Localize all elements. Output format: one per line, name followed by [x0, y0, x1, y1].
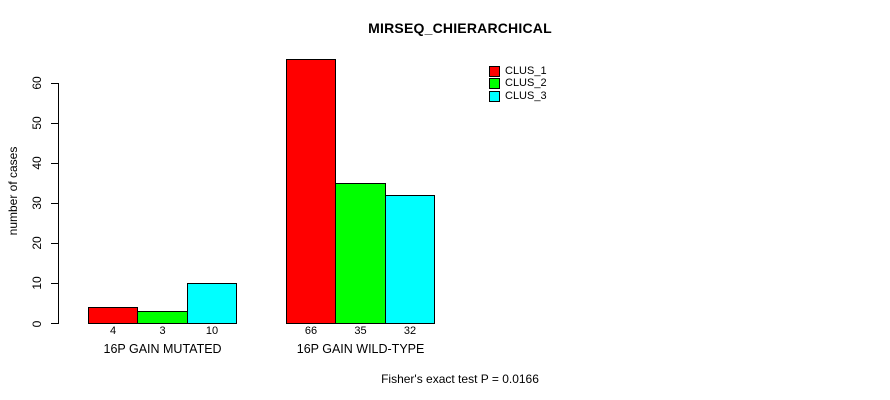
y-tick-mark: [51, 82, 58, 84]
y-tick-label: 60: [30, 76, 44, 90]
bar-value-label: 32: [403, 325, 417, 337]
bar-clus_1-1: [87, 307, 139, 324]
bar-clus_2-1: [137, 311, 188, 324]
chart-title: MIRSEQ_CHIERARCHICAL: [368, 20, 552, 36]
y-tick-mark: [51, 122, 58, 124]
legend-label: CLUS_3: [505, 89, 547, 102]
legend-item-clus_3: CLUS_3: [489, 90, 547, 103]
y-tick-mark: [51, 162, 58, 164]
bar-value-label: 10: [205, 325, 219, 337]
y-tick-label: 0: [30, 320, 44, 327]
category-label: 16P GAIN WILD-TYPE: [296, 342, 425, 356]
legend: CLUS_1 CLUS_2 CLUS_3: [489, 65, 547, 103]
bar-clus_3-2: [384, 195, 436, 324]
y-tick-mark: [51, 282, 58, 284]
y-tick-label: 50: [30, 116, 44, 130]
y-tick-label: 10: [30, 276, 44, 291]
legend-swatch-clus_1: [489, 65, 500, 77]
bar-value-label: 66: [304, 325, 318, 337]
bar-value-label: 4: [109, 325, 117, 337]
legend-swatch-clus_3: [489, 90, 500, 102]
bar-value-label: 35: [354, 325, 367, 337]
category-label: 16P GAIN MUTATED: [103, 342, 222, 356]
y-tick-label: 30: [30, 196, 44, 210]
legend-item-clus_1: CLUS_1: [489, 65, 547, 78]
bar-value-label: 3: [159, 325, 166, 337]
y-tick-label: 20: [30, 236, 44, 251]
legend-swatch-clus_2: [489, 78, 500, 90]
legend-label: CLUS_2: [505, 77, 547, 90]
y-tick-mark: [51, 202, 58, 204]
y-tick-mark: [51, 323, 58, 324]
y-axis-line: [58, 83, 59, 324]
legend-label: CLUS_1: [505, 64, 547, 77]
bar-clus_2-2: [335, 183, 386, 324]
bar-clus_3-1: [186, 283, 238, 324]
bar-clus_1-2: [285, 58, 337, 324]
y-tick-label: 40: [30, 156, 44, 170]
annotation-fisher-test: Fisher's exact test P = 0.0166: [381, 372, 539, 386]
legend-item-clus_2: CLUS_2: [489, 78, 547, 91]
y-tick-mark: [51, 242, 58, 244]
